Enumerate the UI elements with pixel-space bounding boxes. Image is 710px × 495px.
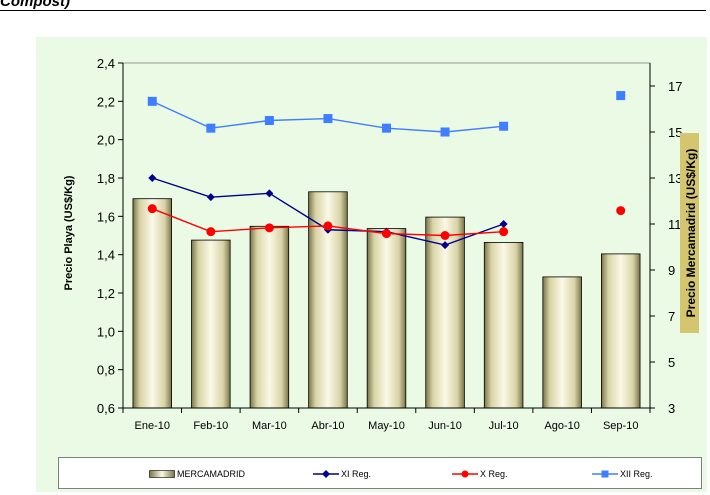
y2-axis-title-background — [680, 133, 699, 333]
point-xii-reg-ene-10 — [147, 96, 157, 106]
y-tick-label: 1,4 — [97, 248, 115, 263]
y2-tick-label: 15 — [668, 125, 682, 140]
point-x-reg-feb-10 — [206, 227, 216, 237]
x-tick-label-ene-10: Ene-10 — [135, 420, 170, 432]
point-xii-reg-jun-10 — [440, 127, 450, 137]
point-xii-reg-feb-10 — [206, 123, 216, 133]
y-tick-label: 1,6 — [97, 209, 115, 224]
y-tick-label: 0,8 — [97, 363, 115, 378]
legend-item-xii-reg: XII Reg. — [592, 467, 653, 481]
y-tick-label: 2,2 — [97, 94, 115, 109]
bar-ene-10 — [132, 198, 173, 409]
y2-tick-label: 9 — [668, 263, 675, 278]
y-tick-label: 1,2 — [97, 286, 115, 301]
x-tick-label-sep-10: Sep-10 — [603, 420, 638, 432]
legend-item-mercamadrid: MERCAMADRID — [149, 467, 245, 481]
bar-feb-10 — [191, 239, 231, 409]
bar-jul-10 — [483, 241, 524, 409]
x-tick-label-abr-10: Abr-10 — [311, 420, 344, 432]
legend-diamond-marker — [313, 470, 339, 478]
point-xii-reg-mar-10 — [264, 116, 274, 125]
point-xi-reg-mar-10 — [265, 189, 274, 198]
point-x-reg-jun-10 — [440, 231, 450, 240]
point-xii-reg-may-10 — [382, 123, 391, 133]
y2-tick-label: 17 — [668, 79, 682, 94]
y2-axis-title: Precio Mercamadrid (US$/Kg) — [684, 149, 698, 318]
legend-label-xi-reg: XI Reg. — [341, 469, 372, 479]
point-x-reg-abr-10 — [323, 221, 333, 231]
y-tick-label: 1,0 — [97, 324, 115, 339]
point-x-reg-may-10 — [382, 229, 391, 239]
legend-item-x-reg: X Reg. — [452, 467, 508, 481]
point-xi-reg-jun-10 — [441, 241, 450, 250]
point-xi-reg-jul-10 — [499, 220, 508, 228]
y-tick-label: 0,6 — [97, 401, 115, 416]
legend-label-x-reg: X Reg. — [480, 469, 508, 479]
y-axis-title: Precio Playa (US$/Kg) — [63, 175, 75, 290]
bar-sep-10 — [600, 253, 641, 409]
legend-label-xii-reg: XII Reg. — [620, 469, 653, 479]
x-tick-label-jul-10: Jul-10 — [489, 420, 519, 432]
point-xi-reg-feb-10 — [206, 193, 215, 202]
x-tick-label-feb-10: Feb-10 — [193, 420, 228, 432]
y2-axis-title-group: Precio Mercamadrid (US$/Kg) — [680, 133, 699, 333]
x-tick-label-jun-10: Jun-10 — [428, 420, 462, 432]
y2-tick-label: 11 — [668, 217, 682, 232]
point-x-reg-jul-10 — [499, 227, 509, 237]
point-xii-reg-sep-10 — [616, 91, 626, 101]
point-x-reg-sep-10 — [616, 206, 626, 216]
y2-tick-label: 13 — [668, 171, 682, 186]
legend-label-mercamadrid: MERCAMADRID — [177, 469, 246, 479]
point-x-reg-mar-10 — [264, 223, 274, 233]
bar-ago-10 — [542, 276, 582, 409]
x-tick-label-mar-10: Mar-10 — [252, 420, 287, 432]
legend: MERCAMADRID XI Reg. X Reg. XII Reg. — [58, 457, 702, 489]
point-xi-reg-ene-10 — [148, 174, 157, 182]
legend-square-marker — [592, 470, 618, 478]
y-tick-label: 1,8 — [97, 171, 115, 186]
bar-mar-10 — [249, 225, 290, 409]
y2-tick-label: 3 — [668, 401, 675, 416]
header-fragment-text: Compost) — [0, 0, 70, 10]
x-tick-label-ago-10: Ago-10 — [544, 420, 579, 432]
point-xii-reg-jul-10 — [499, 121, 509, 131]
y2-tick-label: 7 — [668, 309, 675, 324]
bar-may-10 — [366, 228, 407, 409]
y-tick-label: 2,4 — [97, 56, 115, 71]
legend-bar-swatch — [149, 470, 175, 478]
point-x-reg-ene-10 — [147, 204, 157, 214]
header-rule — [0, 10, 706, 11]
point-xii-reg-abr-10 — [323, 114, 333, 124]
x-tick-label-may-10: May-10 — [368, 420, 405, 432]
y-tick-label: 2,0 — [97, 133, 115, 148]
y2-tick-label: 5 — [668, 355, 675, 370]
legend-item-xi-reg: XI Reg. — [313, 467, 371, 481]
legend-circle-marker — [452, 470, 478, 478]
